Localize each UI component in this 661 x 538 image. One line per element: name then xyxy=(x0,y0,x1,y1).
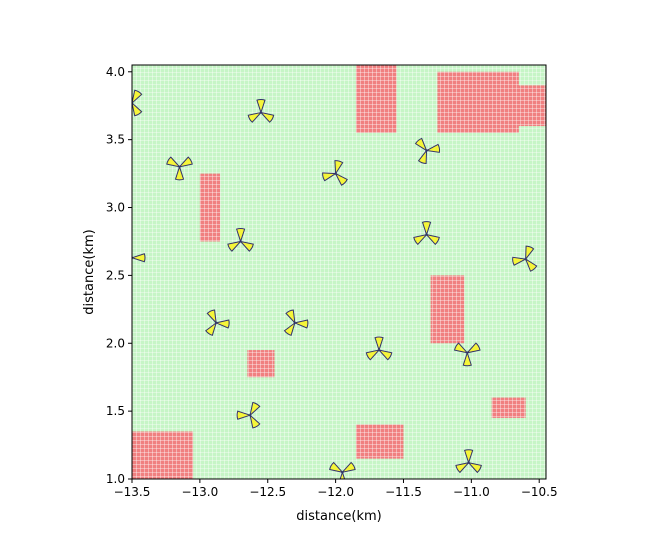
grid-map-background xyxy=(132,65,546,479)
turbine-marker xyxy=(512,245,538,272)
x-tick-label: −13.5 xyxy=(114,485,151,499)
turbine-blade xyxy=(227,240,242,252)
turbine-blade xyxy=(322,172,338,182)
turbine-blade xyxy=(239,240,254,252)
turbine-blade xyxy=(525,245,535,261)
turbine-blade xyxy=(247,111,263,123)
turbine-blade xyxy=(339,470,346,479)
turbine-blade xyxy=(453,342,469,354)
y-tick-label: 2.5 xyxy=(106,268,125,282)
turbine-marker xyxy=(132,253,146,263)
occupied-region-5 xyxy=(430,275,465,344)
turbine-blade xyxy=(206,309,217,325)
turbine-blade xyxy=(425,233,440,246)
turbine-blade xyxy=(293,319,309,329)
turbine-blade xyxy=(334,160,344,176)
turbine-blade xyxy=(462,351,472,367)
turbine-blade xyxy=(236,410,252,420)
turbine-markers xyxy=(132,89,538,479)
turbine-blade xyxy=(512,256,528,266)
turbine-marker xyxy=(413,221,440,246)
turbine-blade xyxy=(374,336,384,352)
turbine-blade xyxy=(340,461,356,474)
turbine-blade xyxy=(377,349,393,361)
axes-frame xyxy=(131,64,547,480)
occupied-region-7 xyxy=(491,397,526,418)
turbine-blade xyxy=(205,321,218,336)
turbine-blade xyxy=(285,309,296,325)
plot-area xyxy=(131,64,547,480)
turbine-blade xyxy=(132,102,134,104)
turbine-blade xyxy=(465,342,481,354)
turbine-blade xyxy=(214,319,230,329)
y-tick-label: 2.0 xyxy=(106,336,125,350)
occupied-region-3 xyxy=(437,71,519,133)
x-tick-label: −11.0 xyxy=(453,485,490,499)
turbine-marker xyxy=(329,461,356,479)
y-tick-label: 1.5 xyxy=(106,404,125,418)
y-tick-label: 3.5 xyxy=(106,133,125,147)
turbine-blade xyxy=(132,255,133,260)
turbine-blade xyxy=(524,257,538,272)
occupied-cells xyxy=(132,65,546,479)
turbine-blade xyxy=(414,137,428,152)
turbine-blade xyxy=(249,401,261,417)
turbine-marker xyxy=(365,336,393,361)
turbine-marker xyxy=(132,89,143,117)
y-axis-label: distance(km) xyxy=(82,229,97,314)
turbine-blade xyxy=(256,99,266,115)
turbine-marker xyxy=(283,309,309,336)
y-axis: 1.0 1.5 2.0 2.5 3.0 3.5 4.0 xyxy=(106,65,132,486)
turbine-blade xyxy=(249,413,261,429)
turbine-blade xyxy=(283,321,296,336)
turbine-blade xyxy=(178,156,193,168)
turbine-blade xyxy=(413,233,428,246)
occupied-region-0 xyxy=(132,431,194,479)
turbine-blade xyxy=(166,156,181,168)
turbine-marker xyxy=(227,227,254,252)
turbine-marker xyxy=(453,342,481,367)
x-tick-label: −11.5 xyxy=(385,485,422,499)
turbine-marker xyxy=(414,137,441,165)
turbine-blade xyxy=(463,449,474,465)
x-tick-label: −12.0 xyxy=(317,485,354,499)
turbine-blade xyxy=(365,349,381,361)
x-tick-label: −12.5 xyxy=(249,485,286,499)
x-tick-label: −10.5 xyxy=(521,485,558,499)
turbine-blade xyxy=(421,221,432,237)
turbine-blade xyxy=(417,148,428,165)
turbine-marker xyxy=(322,160,348,186)
y-tick-label: 3.0 xyxy=(106,201,125,215)
turbine-blade xyxy=(424,143,441,153)
turbine-blade xyxy=(259,111,275,123)
occupied-region-2 xyxy=(355,65,397,133)
occupied-region-8 xyxy=(247,350,275,378)
turbine-marker xyxy=(455,449,482,474)
turbine-marker xyxy=(166,156,193,181)
turbine-blade xyxy=(329,461,344,474)
x-axis-label: distance(km) xyxy=(296,509,381,524)
turbine-blade xyxy=(132,102,143,117)
turbine-marker xyxy=(205,309,230,336)
y-tick-label: 4.0 xyxy=(106,65,125,79)
turbine-blade xyxy=(334,172,348,186)
occupied-region-4 xyxy=(509,85,546,127)
turbine-blade xyxy=(132,89,143,104)
y-tick-label: 1.0 xyxy=(106,472,125,486)
turbine-blade xyxy=(132,253,146,263)
turbine-blade xyxy=(467,461,482,474)
x-tick-label: −13.0 xyxy=(181,485,218,499)
x-axis: −13.5 −13.0 −12.5 −12.0 −11.5 −11.0 −10.5 xyxy=(114,479,558,499)
turbine-marker xyxy=(236,401,261,429)
turbine-blade xyxy=(235,227,246,244)
turbine-blade xyxy=(174,165,185,181)
turbine-marker xyxy=(247,99,275,123)
occupied-region-1 xyxy=(199,173,221,242)
turbine-blade xyxy=(455,461,471,474)
occupied-region-6 xyxy=(355,424,404,459)
